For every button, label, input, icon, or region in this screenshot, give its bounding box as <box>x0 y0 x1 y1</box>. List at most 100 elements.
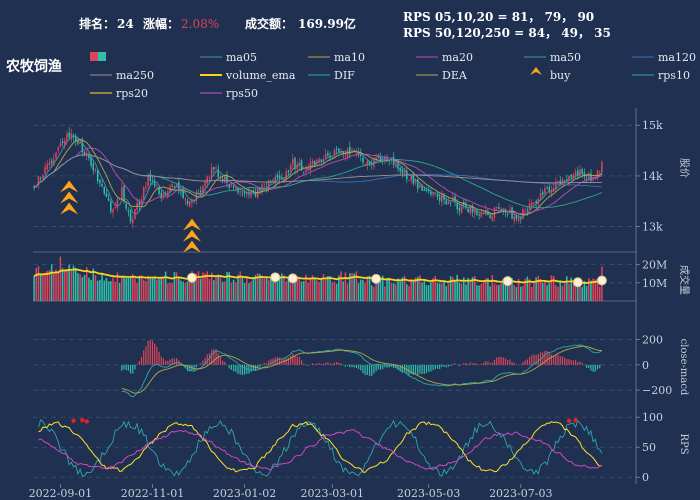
macd-histogram-bar <box>289 355 292 365</box>
x-tick-label: 2022-09-01 <box>29 487 92 500</box>
macd-histogram-bar <box>592 364 594 372</box>
candle-body <box>39 178 42 180</box>
volume-bar <box>362 279 364 301</box>
macd-histogram-bar <box>524 360 526 365</box>
macd-histogram-bar <box>222 360 224 365</box>
volume-highlight <box>572 277 583 288</box>
macd-histogram-bar <box>360 364 362 371</box>
volume-bar <box>127 277 130 301</box>
macd-histogram-bar <box>460 364 463 365</box>
candle-body <box>491 216 494 221</box>
macd-histogram-bar <box>298 356 300 365</box>
volume-bar <box>259 274 261 301</box>
volume-bar <box>39 274 42 301</box>
volume-bar <box>344 272 347 301</box>
ma250-line <box>33 154 602 189</box>
volume-bar <box>489 286 491 301</box>
volume-bar <box>535 277 537 301</box>
candle-body <box>272 180 274 182</box>
candle-body <box>171 184 173 187</box>
macd-histogram-bar <box>382 364 384 370</box>
volume-bar <box>316 280 318 301</box>
macd-histogram-bar <box>559 356 561 365</box>
candle-body <box>237 187 239 193</box>
volume-bar <box>359 279 362 301</box>
macd-histogram-bar <box>467 363 469 365</box>
candle-body <box>581 169 583 173</box>
candle-body <box>217 169 220 178</box>
macd-histogram-bar <box>228 364 230 369</box>
macd-histogram-bar <box>300 360 303 365</box>
ma20-line <box>33 147 603 215</box>
volume-bar <box>267 279 270 301</box>
volume-bar <box>419 275 421 301</box>
candle-body <box>335 148 338 150</box>
volume-bar <box>195 273 198 301</box>
volume-bar <box>552 275 555 301</box>
candle-body <box>467 208 469 212</box>
volume-bar <box>563 282 566 301</box>
macd-histogram-bar <box>480 363 482 365</box>
volume-bar <box>101 273 103 301</box>
candle-body <box>127 210 130 212</box>
macd-histogram-bar <box>263 362 265 365</box>
macd-histogram-bar <box>528 356 531 365</box>
macd-histogram-bar <box>149 340 151 365</box>
macd-histogram-bar <box>533 354 535 365</box>
volume-bar <box>263 278 266 301</box>
volume-bar <box>134 278 136 301</box>
candle-body <box>239 191 241 193</box>
candle-body <box>548 186 551 193</box>
volume-bar <box>476 285 478 301</box>
candle-body <box>366 160 369 166</box>
volume-bar <box>44 272 46 301</box>
candle-body <box>125 203 127 209</box>
volume-bar <box>213 280 215 301</box>
volume-bar <box>85 267 88 301</box>
rps-ylabel: RPS <box>678 433 689 454</box>
candle-body <box>101 184 103 187</box>
macd-histogram-bar <box>316 363 318 365</box>
candle-body <box>520 218 522 220</box>
candle-body <box>81 141 84 153</box>
macd-histogram-bar <box>340 363 342 365</box>
macd-histogram-bar <box>441 364 443 367</box>
price-tick-label: 14k <box>642 170 663 183</box>
macd-histogram-bar <box>410 364 412 374</box>
macd-histogram-bar <box>121 364 123 371</box>
candle-body <box>151 180 154 182</box>
candle-body <box>318 159 320 162</box>
volume-bar <box>487 278 489 301</box>
candle-body <box>64 140 66 146</box>
volume-bar <box>230 282 233 301</box>
volume-bar <box>83 274 86 301</box>
volume-bar <box>160 276 163 301</box>
macd-histogram-bar <box>390 364 393 367</box>
macd-histogram-bar <box>349 364 351 368</box>
volume-bar <box>381 275 384 301</box>
volume-bar <box>300 281 303 301</box>
volume-bar <box>458 282 461 301</box>
volume-bar <box>167 283 169 301</box>
volume-bar <box>232 279 235 301</box>
dif-line <box>121 344 603 398</box>
volume-bar <box>149 277 152 301</box>
volume-bar <box>511 278 513 301</box>
macd-histogram-bar <box>553 355 555 365</box>
candle-body <box>561 179 564 184</box>
candle-body <box>136 202 138 211</box>
candle-body <box>460 203 463 213</box>
macd-histogram-bar <box>377 364 379 370</box>
candle-body <box>544 187 546 195</box>
macd-histogram-bar <box>257 364 259 369</box>
volume-bar <box>465 284 467 301</box>
volume-ema-line <box>33 268 603 285</box>
candle-body <box>307 168 309 171</box>
candle-body <box>313 160 316 165</box>
macd-histogram-bar <box>561 356 564 365</box>
macd-histogram-bar <box>147 340 149 365</box>
candle-body <box>199 190 202 193</box>
volume-bar <box>438 283 441 301</box>
macd-histogram-bar <box>140 356 143 365</box>
volume-bar <box>498 285 500 301</box>
